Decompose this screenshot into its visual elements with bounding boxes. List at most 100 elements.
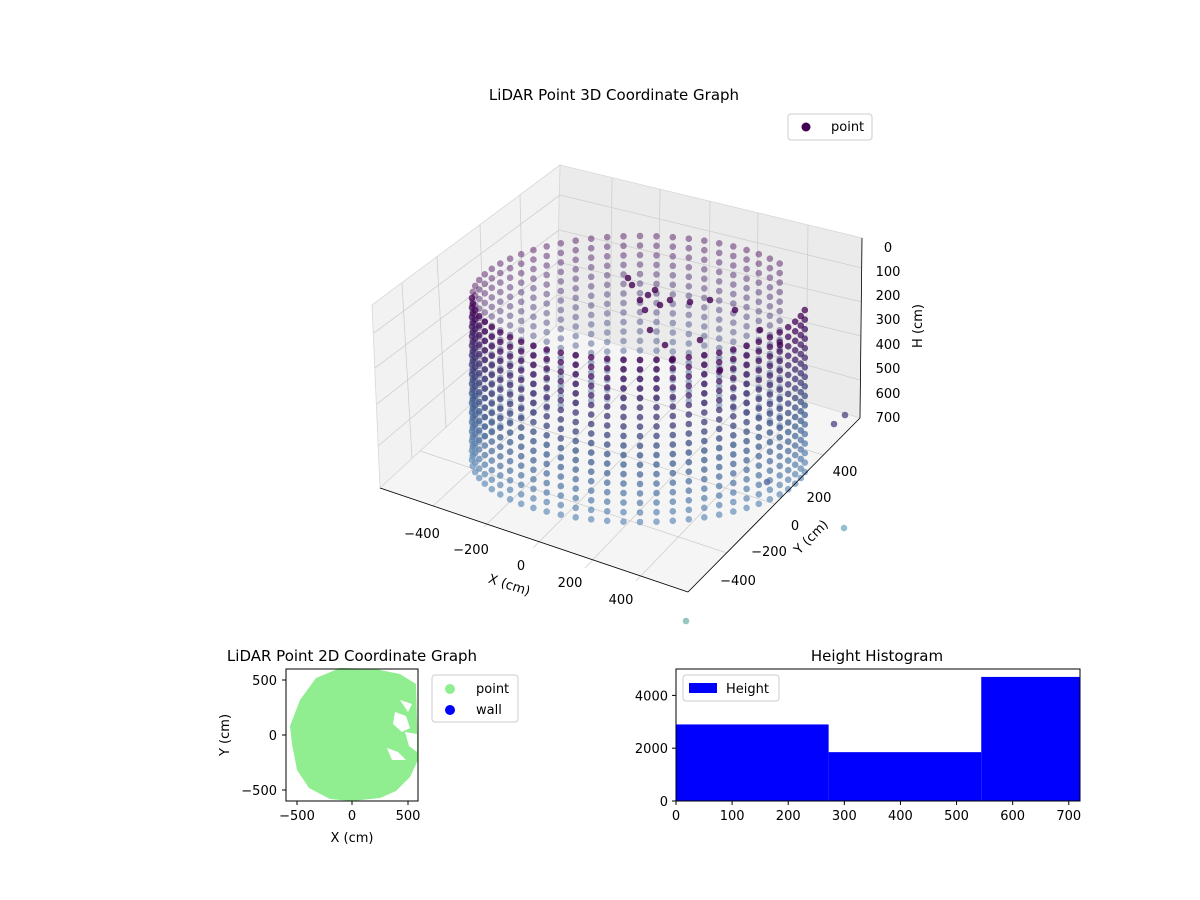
point-marker [620, 233, 627, 240]
point-marker [469, 288, 477, 296]
point-marker [685, 330, 693, 338]
point-marker [497, 386, 504, 393]
point-marker [517, 317, 525, 325]
point-marker [730, 243, 737, 250]
point-marker [517, 405, 525, 412]
plot-3d: LiDAR Point 3D Coordinate Graph [371, 86, 926, 625]
point-marker [506, 429, 514, 436]
point-marker [543, 498, 550, 506]
x-tick-label: −200 [453, 543, 489, 558]
point-marker [653, 271, 660, 278]
point-marker [587, 487, 595, 495]
point-marker [488, 419, 496, 426]
point-marker [766, 312, 774, 320]
point-marker [557, 387, 565, 395]
point-marker [743, 275, 750, 283]
point-marker [506, 255, 514, 262]
point-marker [755, 317, 763, 325]
point-marker [603, 508, 611, 515]
point-marker [715, 249, 723, 257]
point-marker [572, 352, 579, 359]
point-marker [587, 373, 595, 380]
point-marker [620, 280, 627, 288]
legend-marker-wall [445, 705, 455, 715]
point-marker [715, 435, 723, 442]
point-marker [706, 296, 714, 304]
point-marker [776, 357, 783, 365]
point-marker [715, 416, 723, 423]
point-marker [506, 293, 514, 301]
z-tick-label: 200 [876, 289, 901, 304]
point-marker [557, 378, 565, 385]
point-marker [572, 456, 579, 464]
point-marker [755, 367, 763, 374]
point-marker [557, 287, 565, 295]
point-marker [587, 382, 595, 390]
point-marker [776, 386, 783, 393]
point-marker [701, 475, 708, 483]
point-marker [530, 332, 537, 340]
point-marker [755, 452, 763, 460]
point-marker [506, 410, 514, 417]
point-marker [701, 494, 708, 502]
y-tick-label: 0 [660, 795, 668, 810]
legend-3d: point [787, 113, 873, 141]
point-marker [653, 261, 660, 269]
point-marker [530, 323, 537, 330]
point-marker [685, 401, 693, 409]
point-marker [517, 298, 525, 306]
point-marker [669, 252, 677, 260]
point-marker [669, 441, 677, 448]
legend-histogram: Height [682, 674, 780, 702]
point-marker [701, 294, 708, 302]
point-marker [661, 341, 669, 349]
point-marker [506, 381, 514, 389]
point-marker [701, 237, 708, 244]
z-tick-label: 600 [876, 387, 901, 402]
point-marker [488, 265, 496, 273]
point-marker [481, 328, 489, 335]
point-marker [530, 437, 537, 445]
point-marker [715, 268, 723, 276]
point-marker [497, 491, 504, 498]
point-marker [743, 246, 750, 254]
histogram-x-axis: 0 100 200 300 400 500 600 700 [672, 801, 1081, 824]
point-marker [791, 328, 799, 335]
point-marker [636, 452, 644, 459]
point-marker [669, 281, 677, 289]
point-marker [481, 337, 489, 345]
point-marker [653, 432, 660, 440]
point-marker [668, 356, 676, 364]
x-tick-label: 300 [832, 809, 857, 824]
point-marker [481, 290, 489, 297]
point-marker [669, 384, 677, 391]
point-marker [587, 468, 595, 476]
point-marker [572, 342, 579, 349]
point-marker [603, 450, 611, 458]
y-tick-label: 2000 [635, 742, 668, 757]
point-marker [620, 271, 627, 278]
point-marker [730, 384, 737, 392]
point-marker [669, 243, 677, 250]
point-marker [530, 504, 537, 512]
plot-3d-title: LiDAR Point 3D Coordinate Graph [489, 86, 739, 104]
point-marker [620, 385, 627, 392]
point-marker [506, 303, 514, 310]
point-marker [481, 451, 489, 459]
point-marker [669, 498, 677, 506]
point-marker [468, 399, 476, 407]
point-marker [506, 400, 514, 408]
point-marker [481, 461, 489, 469]
point-marker [701, 313, 708, 321]
point-marker [517, 481, 525, 489]
point-marker [653, 499, 660, 506]
point-marker [701, 428, 708, 435]
point-marker [797, 331, 805, 339]
point-marker [587, 401, 595, 409]
point-marker [572, 237, 579, 244]
plot-2d: LiDAR Point 2D Coordinate Graph −500 0 5… [218, 647, 519, 846]
point-marker [557, 249, 565, 257]
point-marker [517, 250, 525, 258]
point-marker [506, 334, 514, 341]
point-marker [743, 361, 750, 369]
